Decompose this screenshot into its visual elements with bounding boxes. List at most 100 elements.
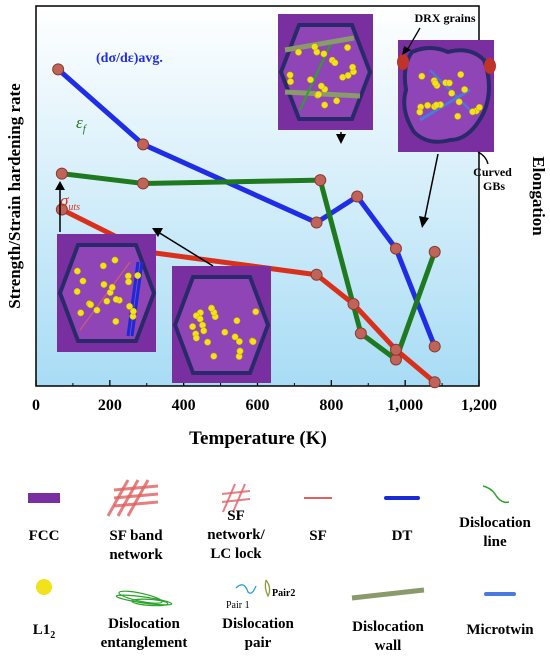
series-line-0 xyxy=(56,67,438,348)
l12-particle xyxy=(317,82,325,90)
x-tick-label: 1,000 xyxy=(387,397,423,414)
l12-particle xyxy=(454,112,462,120)
microstructure-inset-77k xyxy=(57,234,157,352)
legend-label: SF xyxy=(309,528,327,544)
l12-particle xyxy=(77,309,85,317)
l12-particle xyxy=(349,63,357,71)
l12-particle xyxy=(125,278,132,286)
data-point xyxy=(314,174,327,187)
annotation-drx-grains: DRX grains xyxy=(414,11,475,25)
l12-particle xyxy=(445,79,453,87)
data-point xyxy=(310,216,323,229)
l12-particle xyxy=(208,304,215,312)
l12-particle xyxy=(233,317,241,325)
x-tick-label: 1,200 xyxy=(461,397,497,414)
y-axis-title-left: Strength/Strain hardening rate xyxy=(5,83,24,309)
l12-particle xyxy=(331,59,339,67)
x-tick-label: 400 xyxy=(172,397,196,414)
l12-particle xyxy=(252,308,260,316)
curved-gbs-line1: Curved xyxy=(473,165,512,179)
data-point xyxy=(428,376,441,389)
sf-band-network-glyph xyxy=(106,479,159,517)
l12-particle xyxy=(79,277,87,285)
l12-particle xyxy=(295,48,302,56)
l12-particle xyxy=(126,302,133,310)
series-line-1 xyxy=(61,171,438,362)
x-tick-label: 800 xyxy=(319,397,343,414)
l12-particle xyxy=(416,108,424,116)
data-point xyxy=(389,242,402,255)
legend-label: L12 xyxy=(33,622,56,641)
l12-particle xyxy=(320,50,328,58)
l12-precipitate-dot xyxy=(36,579,52,595)
x-axis-ticks: 0 200 400 600 800 1,000 1,200 xyxy=(32,380,497,414)
x-tick-label: 0 xyxy=(32,397,40,414)
l12-particle xyxy=(124,272,132,280)
data-point xyxy=(428,340,441,353)
l12-particle xyxy=(469,108,477,116)
microstructure-inset-773k xyxy=(278,14,373,130)
x-tick-label: 200 xyxy=(98,397,122,414)
l12-particle xyxy=(112,317,120,325)
l12-particle xyxy=(196,315,204,323)
microstructure-inset-973k xyxy=(397,40,496,152)
l12-particle xyxy=(475,103,483,111)
l12-particle xyxy=(134,272,142,279)
l12-particle xyxy=(249,338,257,346)
l12-particle xyxy=(457,71,465,78)
pair-2-label: Pair2 xyxy=(272,588,295,599)
x-tick-label: 600 xyxy=(246,397,270,414)
microstructure-inset-300k xyxy=(172,266,271,383)
l12-particle xyxy=(192,334,200,342)
l12-particle xyxy=(236,347,244,355)
l12-particle xyxy=(73,267,81,275)
l12-particle xyxy=(93,306,101,314)
l12-particle xyxy=(189,323,197,331)
legend-label: Dislocation line xyxy=(459,515,531,550)
l12-particle xyxy=(111,256,119,264)
l12-particle xyxy=(112,295,120,303)
l12-particle xyxy=(231,333,239,341)
data-point xyxy=(310,268,323,281)
series-layer xyxy=(52,63,441,389)
data-point xyxy=(347,298,360,311)
l12-particle xyxy=(307,76,314,84)
l12-particle xyxy=(287,78,294,86)
legend-label: SF band network xyxy=(109,528,163,563)
pair-1-label: Pair 1 xyxy=(226,600,250,611)
legend: FCC SF band network SF network/LC lock SF DT Di… xyxy=(28,479,534,654)
l12-particle xyxy=(321,101,329,109)
data-point xyxy=(55,203,68,216)
dislocation-entanglement-glyph xyxy=(115,590,173,607)
drx-grains-arrow xyxy=(402,27,421,55)
l12-particle xyxy=(235,338,243,346)
l12-particle xyxy=(455,98,463,106)
l12-particle xyxy=(286,71,294,79)
inset-pointer-arrows xyxy=(152,132,439,267)
l12-particle xyxy=(73,288,81,295)
l12-particle xyxy=(99,262,107,270)
x-axis-title: Temperature (K) xyxy=(189,428,327,449)
curved-gbs-line2: GBs xyxy=(483,179,505,193)
data-point xyxy=(389,343,402,356)
l12-particle xyxy=(204,338,212,346)
l12-particle xyxy=(210,352,218,360)
data-point xyxy=(428,245,441,258)
annotation-curved-gbs: Curved GBs xyxy=(473,165,515,193)
l12-particle xyxy=(200,327,208,335)
legend-label: Microtwin xyxy=(466,622,534,638)
l12-particle xyxy=(199,321,207,329)
l12-particle xyxy=(103,297,111,305)
y-axis-title-right: Elongation xyxy=(529,156,548,236)
data-point xyxy=(52,63,65,76)
l12-particle xyxy=(311,43,319,51)
data-point xyxy=(351,190,364,203)
series-label-elongation: εf xyxy=(76,113,88,135)
dislocation-pair-glyph: Pair 1 Pair2 xyxy=(226,579,295,611)
legend-label: SF network/LC lock xyxy=(207,508,265,562)
data-point xyxy=(137,138,150,151)
l12-particle xyxy=(100,281,108,288)
legend-label: DT xyxy=(392,528,413,544)
l12-particle xyxy=(461,86,469,93)
